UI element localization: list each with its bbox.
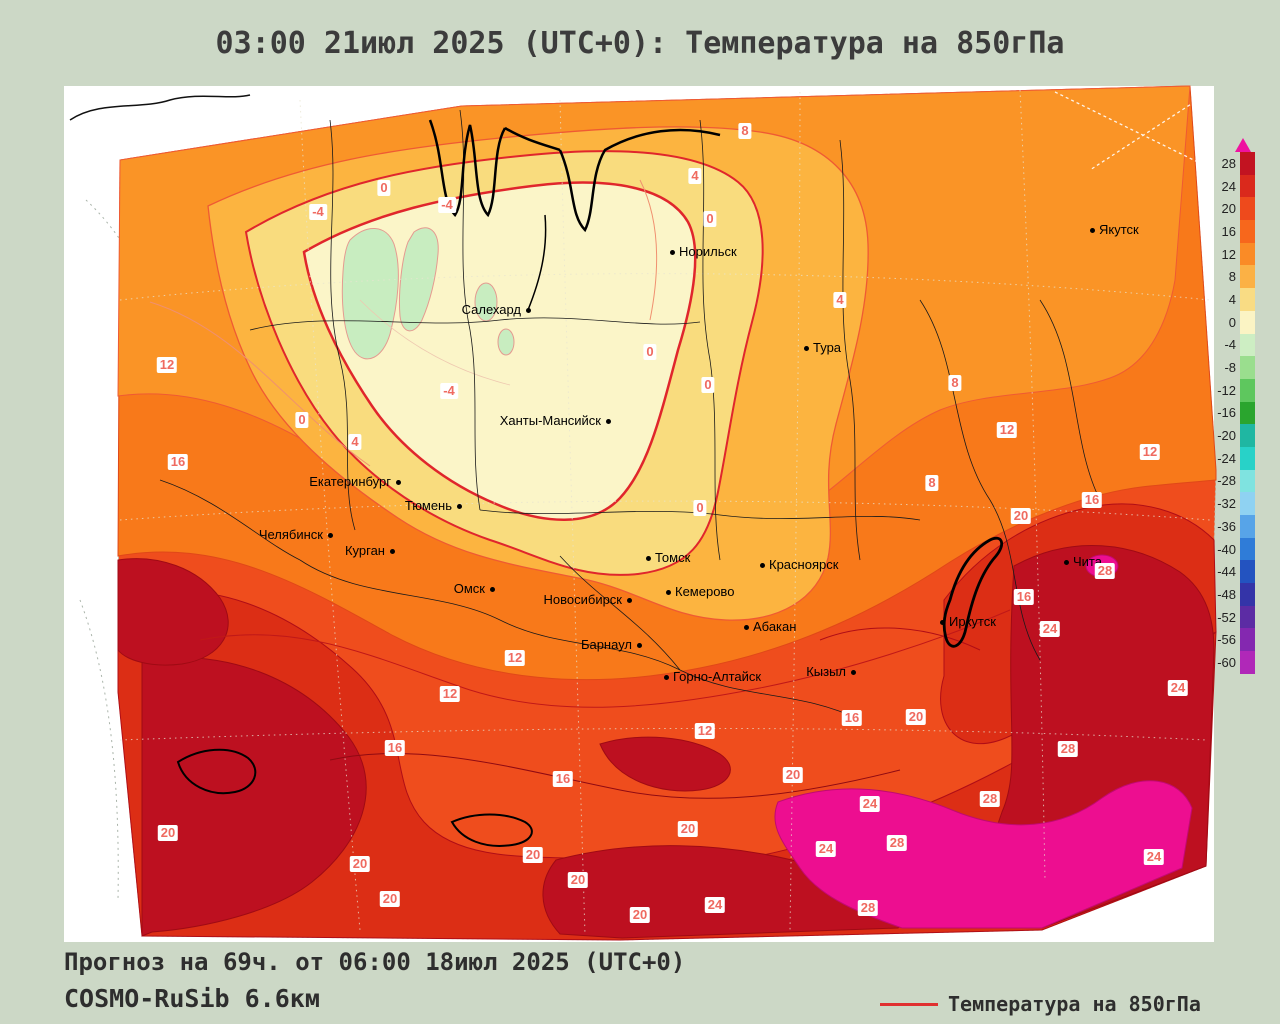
forecast-info: Прогноз на 69ч. от 06:00 18июл 2025 (UTC… <box>64 948 686 976</box>
colorbar-segment <box>1240 152 1255 175</box>
colorbar-row: -8 <box>1206 356 1258 379</box>
colorbar-row: -16 <box>1206 401 1258 425</box>
legend-line-sample <box>880 1002 938 1006</box>
colorbar-row: -52 <box>1206 605 1258 629</box>
arctic-coastline <box>428 119 721 311</box>
colorbar-tick-label: -60 <box>1217 654 1236 670</box>
colorbar-row: 4 <box>1206 288 1258 311</box>
colorbar-segment <box>1240 605 1255 629</box>
model-name: COSMO-RuSib 6.6км <box>64 984 320 1013</box>
lake-baikal <box>942 536 1004 648</box>
colorbar-segment <box>1240 220 1255 243</box>
colorbar-segment <box>1240 560 1255 584</box>
colorbar-segment <box>1240 310 1255 334</box>
graticule <box>119 89 1211 936</box>
colorbar-row: 8 <box>1206 265 1258 289</box>
colorbar-row: 28 <box>1206 152 1258 175</box>
colorbar-row: -48 <box>1206 583 1258 606</box>
colorbar-tick-label: 28 <box>1221 155 1236 171</box>
colorbar-tick-label: -36 <box>1217 518 1236 534</box>
colorbar-row: -20 <box>1206 424 1258 447</box>
colorbar-segment <box>1240 356 1255 379</box>
colorbar-tick-label: 24 <box>1221 178 1236 194</box>
colorbar-row: -44 <box>1206 560 1258 584</box>
colorbar-segment <box>1240 446 1255 470</box>
colorbar-tick-label: -16 <box>1217 405 1236 421</box>
colorbar-tick-label: -28 <box>1217 473 1236 489</box>
graticule-outside <box>1054 91 1211 171</box>
map-title: 03:00 21июл 2025 (UTC+0): Температура на… <box>215 26 1065 61</box>
region-boundaries <box>159 109 1101 721</box>
temperature-field <box>117 85 1217 941</box>
colorbar-row: -60 <box>1206 651 1258 674</box>
colorbar-segment <box>1240 174 1255 198</box>
colorbar-segment <box>1240 333 1255 357</box>
colorbar-tick-label: 0 <box>1228 314 1236 330</box>
colorbar-segment <box>1240 378 1255 402</box>
colorbar-tick-label: -44 <box>1217 564 1236 580</box>
colorbar-row: -40 <box>1206 537 1258 561</box>
colorbar-segment <box>1240 288 1255 311</box>
colorbar-tick-label: 16 <box>1221 223 1236 239</box>
colorbar-tick-label: 20 <box>1221 201 1236 217</box>
colorbar-tick-label: -12 <box>1217 382 1236 398</box>
contour-lines <box>149 179 1011 799</box>
colorbar-row: 20 <box>1206 197 1258 221</box>
legend-label: Температура на 850гПа <box>948 992 1201 1016</box>
colorbar-tick-label: 4 <box>1228 291 1236 307</box>
colorbar-row: 12 <box>1206 242 1258 266</box>
colorbar-tick-label: -52 <box>1217 609 1236 625</box>
colorbar-segment <box>1240 537 1255 561</box>
lakes <box>176 536 1004 847</box>
colorbar-tick-label: -56 <box>1217 632 1236 648</box>
colorbar-segment <box>1240 628 1255 652</box>
colorbar-segment <box>1240 424 1255 447</box>
colorbar-row: -36 <box>1206 515 1258 538</box>
colorbar-row: 24 <box>1206 174 1258 198</box>
colorbar-tick-label: 8 <box>1228 269 1236 285</box>
legend: Температура на 850гПа <box>880 992 1201 1016</box>
colorbar-row: -12 <box>1206 378 1258 402</box>
colorbar-row: -56 <box>1206 628 1258 652</box>
colorbar-row: 16 <box>1206 220 1258 243</box>
colorbar-segment <box>1240 583 1255 606</box>
colorbar-tick-label: -4 <box>1224 337 1236 353</box>
colorbar-tick-label: -24 <box>1217 450 1236 466</box>
colorbar-tick-label: -32 <box>1217 496 1236 512</box>
colorbar-segment <box>1240 469 1255 493</box>
temperature-colorbar: 28 24 20 16 12 8 4 0 -4 -8 -12 -16 -20 -24 -28 -32 -36 -4… <box>1206 138 1258 674</box>
colorbar-segment <box>1240 265 1255 289</box>
colorbar-row: -4 <box>1206 333 1258 357</box>
colorbar-segment <box>1240 242 1255 266</box>
colorbar-tick-label: -48 <box>1217 586 1236 602</box>
colorbar-row: -32 <box>1206 492 1258 515</box>
colorbar-segment <box>1240 651 1255 674</box>
colorbar-tick-label: -8 <box>1224 360 1236 376</box>
colorbar-tick-label: 12 <box>1221 246 1236 262</box>
colorbar-segment <box>1240 515 1255 538</box>
colorbar-segment <box>1240 401 1255 425</box>
colorbar-row: -24 <box>1206 446 1258 470</box>
colorbar-triangle <box>1235 138 1251 152</box>
colorbar-row: 0 <box>1206 310 1258 334</box>
colorbar-tick-label: -40 <box>1217 541 1236 557</box>
colorbar-segment <box>1240 197 1255 221</box>
colorbar-tick-label: -20 <box>1217 428 1236 444</box>
colorbar-row: -28 <box>1206 469 1258 493</box>
colorbar-segment <box>1240 492 1255 515</box>
